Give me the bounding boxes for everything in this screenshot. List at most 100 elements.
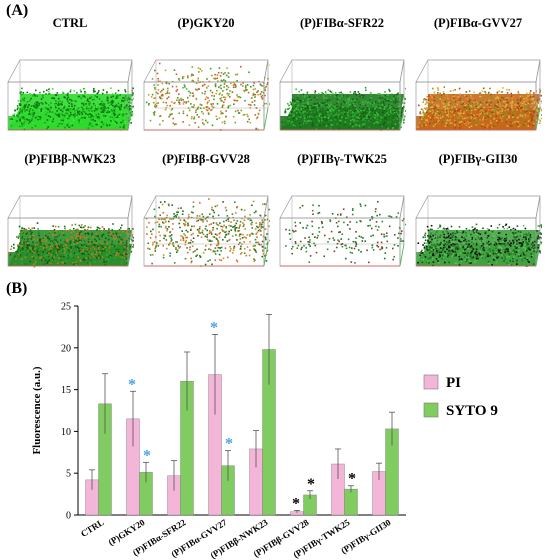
cell-dot: [374, 112, 376, 115]
cell-dot: [214, 83, 217, 85]
cell-dot: [79, 259, 81, 262]
cell-dot: [310, 99, 312, 101]
cell-dot: [381, 104, 384, 106]
cell-dot: [445, 121, 447, 124]
cell-dot: [311, 225, 314, 228]
cell-dot: [51, 118, 53, 120]
cell-dot: [260, 91, 263, 93]
cell-dot: [231, 91, 234, 93]
cell-dot: [329, 108, 331, 111]
cell-dot: [115, 103, 118, 106]
cell-dot: [396, 101, 399, 103]
cell-dot: [173, 102, 175, 105]
cell-dot: [228, 238, 231, 241]
cell-dot: [84, 92, 86, 95]
cell-dot: [484, 114, 486, 116]
cell-dot: [171, 113, 173, 115]
cell-dot: [348, 104, 351, 107]
cell-dot: [428, 252, 431, 254]
cell-dot: [472, 97, 475, 100]
cell-dot: [395, 113, 398, 115]
cell-dot: [368, 112, 370, 114]
cell-dot: [89, 113, 91, 115]
cell-dot: [170, 234, 173, 236]
cell-dot: [114, 120, 117, 123]
cell-dot: [29, 108, 32, 110]
cell-dot: [37, 228, 39, 230]
cell-dot: [537, 244, 540, 247]
cell-dot: [67, 96, 69, 99]
cell-dot: [359, 115, 362, 117]
cell-dot: [66, 94, 69, 96]
cell-dot: [46, 119, 49, 121]
cell-dot: [445, 94, 448, 96]
cell-dot: [494, 110, 496, 113]
cell-dot: [166, 229, 168, 232]
cell-dot: [389, 121, 391, 123]
cell-dot: [520, 102, 522, 104]
cell-dot: [127, 96, 130, 99]
cell-dot: [49, 239, 51, 241]
cell-dot: [317, 109, 319, 112]
cell-dot: [249, 233, 251, 236]
cell-dot: [115, 245, 117, 248]
cell-dot: [62, 116, 65, 118]
cell-dot: [316, 237, 319, 239]
cell-dot: [535, 242, 538, 245]
cell-dot: [489, 120, 492, 122]
cell-dot: [126, 253, 128, 255]
cell-dot: [227, 76, 230, 78]
cell-dot: [177, 207, 180, 210]
cell-dot: [492, 232, 494, 235]
cell-dot: [458, 115, 461, 117]
cell-dot: [39, 91, 41, 94]
cell-dot: [443, 233, 445, 236]
cell-dot: [391, 103, 393, 106]
cell-dot: [166, 214, 168, 217]
cell-dot: [245, 89, 247, 91]
cell-dot: [117, 100, 119, 102]
cell-dot: [439, 247, 442, 249]
cell-dot: [473, 114, 475, 117]
cell-dot: [66, 240, 68, 243]
cell-dot: [473, 105, 476, 107]
cell-dot: [343, 98, 345, 101]
cell-dot: [40, 241, 42, 244]
cell-dot: [402, 106, 404, 109]
cell-dot: [100, 102, 102, 105]
cell-dot: [492, 249, 494, 252]
cell-dot: [512, 114, 514, 116]
cell-dot: [191, 66, 194, 68]
cell-dot: [359, 95, 361, 98]
cell-dot: [517, 108, 520, 110]
cell-dot: [225, 233, 228, 236]
cell-dot: [459, 110, 462, 112]
cell-dot: [322, 123, 325, 126]
cell-dot: [540, 226, 542, 228]
cell-dot: [240, 208, 243, 211]
image-cell: (P)FIBβ-NWK23: [6, 150, 134, 270]
cell-dot: [204, 217, 207, 220]
cell-dot: [112, 109, 115, 112]
cell-dot: [87, 243, 90, 246]
cell-dot: [381, 246, 383, 248]
cell-dot: [178, 112, 180, 114]
cell-dot: [18, 125, 21, 128]
cell-dot: [355, 241, 357, 244]
cell-dot: [75, 239, 77, 242]
cell-dot: [188, 216, 190, 218]
cell-dot: [111, 104, 114, 107]
cell-dot: [17, 237, 20, 239]
cell-dot: [321, 106, 323, 108]
cell-dot: [83, 95, 85, 97]
cell-dot: [49, 112, 52, 114]
cell-dot: [109, 98, 111, 100]
cell-dot: [458, 124, 461, 126]
cell-dot: [207, 113, 210, 115]
cell-dot: [30, 245, 33, 247]
cell-dot: [294, 241, 297, 243]
cell-dot: [51, 245, 54, 248]
cell-dot: [128, 109, 130, 112]
cell-dot: [337, 114, 340, 117]
image-title: (P)FIBα-SFR22: [299, 16, 385, 30]
